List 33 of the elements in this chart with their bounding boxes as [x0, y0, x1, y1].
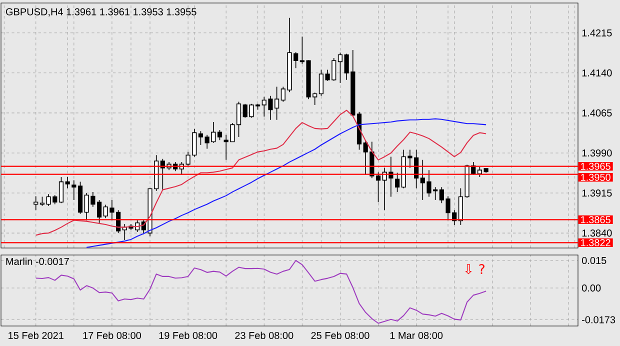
candlestick	[78, 181, 83, 214]
y-tick-label: 0.00	[582, 284, 601, 292]
candlestick	[217, 130, 222, 141]
x-tick-label: 19 Feb 08:00	[159, 332, 218, 340]
y-tick-label: 1.3990	[582, 149, 612, 157]
x-tick-label: 15 Feb 2021	[8, 332, 64, 340]
y-tick-label: 1.4065	[582, 109, 612, 116]
x-tick-label: 1 Mar 08:00	[390, 332, 443, 340]
y-tick-label: 1.4215	[582, 29, 612, 36]
x-tick-label: 17 Feb 08:00	[83, 332, 142, 340]
candlestick	[34, 196, 38, 210]
annotation: ⇩ ?	[465, 264, 484, 274]
y-tick-label: -0.0173	[582, 316, 616, 324]
y-tick-label: 1.4140	[582, 69, 612, 76]
ref-line-label: 1.3965	[581, 162, 610, 170]
candlestick	[484, 168, 488, 174]
candlestick	[58, 176, 64, 204]
candlestick	[65, 176, 70, 189]
ref-line-label: 1.3950	[581, 174, 610, 181]
ref-line-label: 1.3822	[581, 239, 610, 246]
line-series	[35, 260, 487, 324]
y-tick-label: 1.3915	[582, 189, 612, 197]
chart-title: GBPUSD,H4 1.3961 1.3961 1.3953 1.3955	[6, 8, 196, 17]
y-tick-label: 0.015	[582, 256, 606, 264]
y-tick-label: 1.3840	[582, 230, 612, 237]
x-tick-label: 25 Feb 08:00	[311, 332, 370, 340]
x-tick-label: 23 Feb 08:00	[235, 332, 294, 340]
chart-title: Marlin -0.0017	[6, 258, 69, 266]
ref-line-label: 1.3865	[581, 216, 610, 224]
candlestick	[236, 101, 242, 138]
candlestick	[394, 172, 400, 192]
candlestick	[96, 200, 102, 224]
candlestick	[72, 180, 76, 200]
